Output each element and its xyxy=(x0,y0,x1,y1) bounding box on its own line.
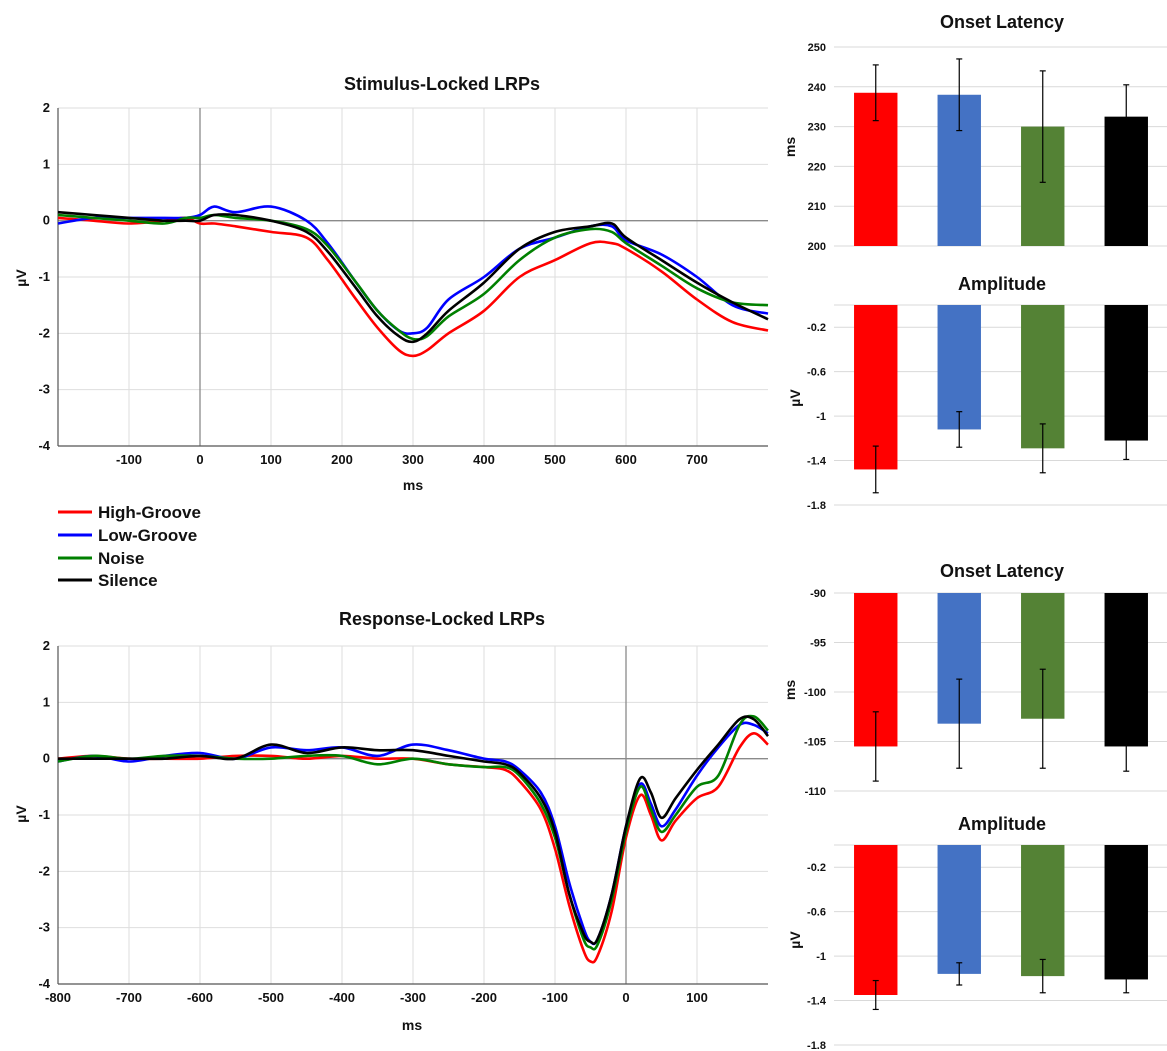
resp-x-tick-100: 100 xyxy=(686,990,708,1005)
resp-x-tick-300: -300 xyxy=(400,990,426,1005)
amp1-y-tick-1-4: -1.4 xyxy=(807,456,827,468)
stimulus-amplitude-chart: Amplitude µV -0.2 -0.6 -1 -1.4 -1.8 xyxy=(787,274,1167,512)
stimulus-y-axis-label: µV xyxy=(13,269,29,287)
resp-y-tick-1: 1 xyxy=(43,694,50,709)
resp-x-tick-700: -700 xyxy=(116,990,142,1005)
resp-series-high-groove xyxy=(57,732,769,964)
legend-label-noise: Noise xyxy=(98,549,144,568)
resp-y-tick-4: -4 xyxy=(38,976,50,991)
resp-y-tick-2: -2 xyxy=(38,863,50,878)
amp1-y-tick-1-8: -1.8 xyxy=(807,500,826,512)
resp-x-tick-800: -800 xyxy=(45,990,71,1005)
response-locked-chart: Response-Locked LRPs -800 -700 -600 -500 -40… xyxy=(13,609,770,1033)
amp2-y-tick-1-4: -1.4 xyxy=(807,996,827,1008)
amp1-bar-low-groove xyxy=(937,305,981,430)
stimulus-onset-latency-chart: Onset Latency ms 250 240 230 220 210 200 xyxy=(782,12,1167,253)
response-amplitude-chart: Amplitude µV -0.2 -0.6 -1 -1.4 -1.8 xyxy=(787,814,1167,1051)
lat2-y-tick-105: -105 xyxy=(804,737,826,749)
amp2-bar-noise xyxy=(1021,845,1065,977)
response-chart-title: Response-Locked LRPs xyxy=(339,609,545,629)
response-amplitude-title: Amplitude xyxy=(958,814,1046,834)
resp-x-tick-400: -400 xyxy=(329,990,355,1005)
legend: High-Groove Low-Groove Noise Silence xyxy=(58,503,201,590)
resp-x-tick-200: -200 xyxy=(471,990,497,1005)
resp-x-tick-0: 0 xyxy=(622,990,629,1005)
stimulus-latency-title: Onset Latency xyxy=(940,12,1064,32)
stim-series-noise xyxy=(57,213,769,341)
resp-x-tick-600: -600 xyxy=(187,990,213,1005)
amp2-y-tick-1: -1 xyxy=(816,951,826,963)
stimulus-latency-y-axis-label: ms xyxy=(782,137,798,157)
stim-y-tick-3: -3 xyxy=(38,382,50,397)
stim-x-tick-100: -100 xyxy=(116,452,142,467)
stim-y-tick-2: -2 xyxy=(38,325,50,340)
resp-y-tick-2: 2 xyxy=(43,638,50,653)
resp-series-silence xyxy=(58,715,770,945)
resp-y-tick-1: -1 xyxy=(38,807,50,822)
resp-x-tick-500: -500 xyxy=(258,990,284,1005)
amp1-y-tick-1: -1 xyxy=(816,411,826,423)
stim-x-tick-0: 0 xyxy=(196,452,203,467)
lat2-y-tick-110: -110 xyxy=(805,786,826,798)
resp-y-tick-3: -3 xyxy=(38,920,50,935)
stimulus-amplitude-y-axis-label: µV xyxy=(787,389,803,407)
stim-series-high-groove xyxy=(57,216,769,358)
amp1-y-tick-0-6: -0.6 xyxy=(807,367,826,379)
lat1-y-tick-250: 250 xyxy=(808,42,826,54)
stimulus-chart-title: Stimulus-Locked LRPs xyxy=(344,74,540,94)
response-x-axis-label: ms xyxy=(402,1017,422,1033)
amp1-bar-high-groove xyxy=(854,305,898,470)
lat2-y-tick-100: -100 xyxy=(804,687,826,699)
legend-label-high-groove: High-Groove xyxy=(98,503,201,522)
stim-x-tick-300: 300 xyxy=(402,452,424,467)
response-onset-latency-chart: Onset Latency ms -90 -95 -100 -105 -110 xyxy=(782,561,1167,798)
amp2-bar-high-groove xyxy=(854,845,898,995)
amp2-y-tick-0-2: -0.2 xyxy=(807,862,826,874)
stim-x-tick-600: 600 xyxy=(615,452,637,467)
stimulus-locked-chart: Stimulus-Locked LRPs -100 0 100 200 300 400 50… xyxy=(13,74,769,493)
stimulus-x-axis-label: ms xyxy=(403,477,423,493)
amp1-y-tick-0-2: -0.2 xyxy=(807,322,826,334)
lat2-y-tick-95: -95 xyxy=(810,638,826,650)
resp-y-tick-0: 0 xyxy=(43,751,50,766)
response-amplitude-y-axis-label: µV xyxy=(787,931,803,949)
lat1-y-tick-230: 230 xyxy=(808,122,826,134)
stim-y-tick-2: 2 xyxy=(43,100,50,115)
legend-label-silence: Silence xyxy=(98,571,158,590)
stimulus-amplitude-title: Amplitude xyxy=(958,274,1046,294)
lat1-y-tick-200: 200 xyxy=(808,241,826,253)
stim-y-tick-4: -4 xyxy=(38,438,50,453)
stim-x-tick-700: 700 xyxy=(686,452,708,467)
amp2-bar-low-groove xyxy=(937,845,981,974)
response-latency-title: Onset Latency xyxy=(940,561,1064,581)
lat2-y-tick-90: -90 xyxy=(810,588,826,600)
stim-x-tick-100: 100 xyxy=(260,452,282,467)
stim-y-tick-1: -1 xyxy=(38,269,50,284)
response-latency-y-axis-label: ms xyxy=(782,680,798,700)
amp2-y-tick-1-8: -1.8 xyxy=(807,1040,826,1051)
stim-y-tick-1: 1 xyxy=(43,156,50,171)
stim-y-tick-0: 0 xyxy=(43,213,50,228)
stim-x-tick-500: 500 xyxy=(544,452,566,467)
stim-x-tick-400: 400 xyxy=(473,452,495,467)
stim-x-tick-200: 200 xyxy=(331,452,353,467)
amp2-y-tick-0-6: -0.6 xyxy=(807,907,826,919)
response-y-axis-label: µV xyxy=(13,805,29,823)
amp1-bar-silence xyxy=(1104,305,1148,441)
lat2-bar-silence xyxy=(1104,593,1148,747)
lat1-y-tick-210: 210 xyxy=(808,201,826,213)
lat1-y-tick-240: 240 xyxy=(808,82,826,94)
resp-x-tick-100: -100 xyxy=(542,990,568,1005)
lat1-y-tick-220: 220 xyxy=(808,161,826,173)
amp2-bar-silence xyxy=(1104,845,1148,980)
legend-label-low-groove: Low-Groove xyxy=(98,526,197,545)
stim-series-silence xyxy=(57,210,769,344)
